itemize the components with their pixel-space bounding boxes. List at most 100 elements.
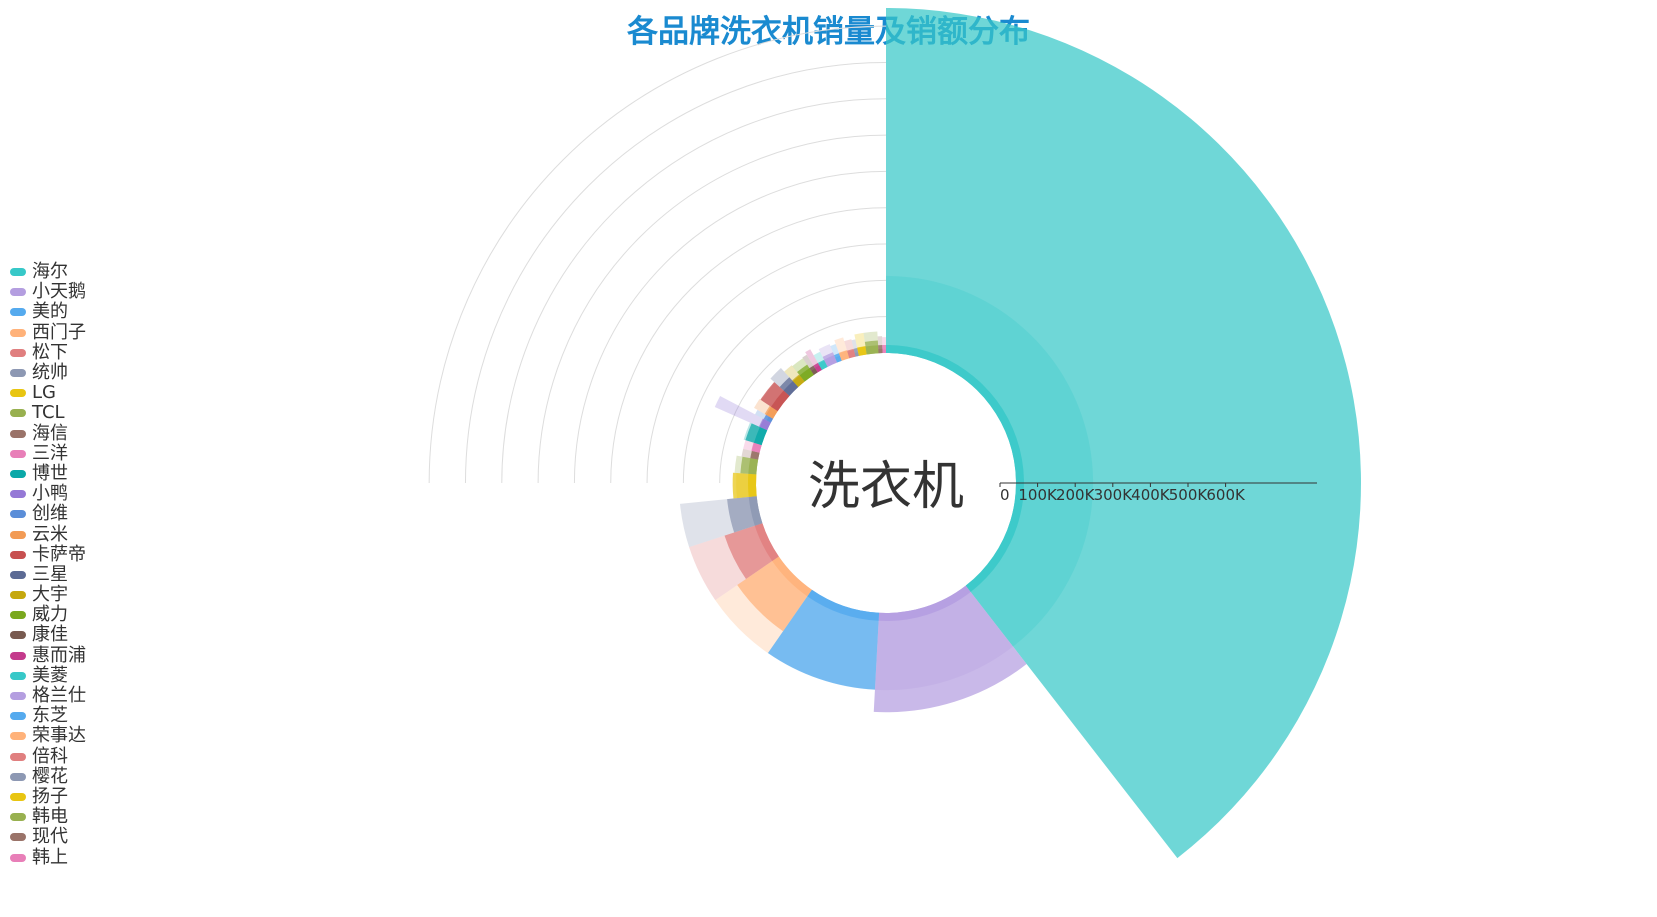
legend-item[interactable]: 松下 — [10, 341, 86, 363]
legend-item[interactable]: 格兰仕 — [10, 686, 86, 706]
legend-item[interactable]: TCL — [10, 403, 86, 423]
inner-rim-创维 — [763, 414, 774, 423]
legend-swatch — [10, 449, 26, 458]
legend-label: 三洋 — [32, 442, 68, 464]
legend-label: 韩电 — [32, 806, 68, 828]
inner-rim-小鸭 — [759, 418, 771, 431]
grid-ring — [573, 170, 887, 484]
legend-swatch — [10, 611, 26, 620]
inner-bars — [679, 275, 1094, 691]
legend-item[interactable]: 小鸭 — [10, 484, 86, 504]
grid-ring — [682, 279, 887, 484]
inner-bar-统帅[interactable] — [679, 496, 763, 548]
legend-swatch — [10, 732, 26, 741]
inner-rim-云米 — [766, 406, 778, 419]
radial-tick-label: 300K — [1094, 486, 1134, 504]
legend-item[interactable]: 韩上 — [10, 847, 86, 867]
legend-item[interactable]: 博世 — [10, 462, 86, 484]
legend-label: 现代 — [32, 826, 68, 848]
legend-label: 云米 — [32, 523, 68, 545]
inner-rim-卡萨帝 — [771, 390, 790, 412]
legend-item[interactable]: 三洋 — [10, 442, 86, 464]
inner-rim-康佳 — [809, 365, 818, 375]
legend-swatch — [10, 268, 26, 277]
inner-rim-统帅 — [748, 496, 763, 526]
legend-label: 荣事达 — [32, 725, 86, 747]
outer-bar-海尔[interactable] — [886, 8, 1361, 859]
radial-axis: 0 100K 200K 300K 400K 500K 600K — [999, 482, 1317, 504]
inner-bar-松下[interactable] — [689, 523, 779, 601]
legend-item[interactable]: 现代 — [10, 827, 86, 847]
legend-label: 海尔 — [32, 261, 68, 283]
inner-rim-LG — [748, 473, 757, 497]
legend-item[interactable]: 卡萨帝 — [10, 543, 86, 565]
grid-ring — [719, 316, 887, 484]
radial-tick-label: 400K — [1131, 486, 1171, 504]
legend-item[interactable]: 美菱 — [10, 665, 86, 686]
inner-bar-西门子[interactable] — [715, 556, 812, 654]
inner-rim-东芝 — [834, 353, 842, 363]
legend-label: 博世 — [32, 462, 68, 484]
inner-bar-海尔[interactable] — [886, 275, 1094, 647]
legend-swatch — [10, 469, 26, 478]
legend-item[interactable]: 海信 — [10, 422, 86, 444]
legend-swatch — [10, 510, 26, 519]
legend-swatch — [10, 631, 26, 640]
radial-tick-label: 500K — [1169, 486, 1209, 504]
legend-item[interactable]: 惠而浦 — [10, 645, 86, 666]
legend-swatch — [10, 308, 26, 317]
legend-label: 美的 — [32, 301, 68, 323]
inner-rim-三星 — [783, 381, 799, 396]
inner-rim-海信 — [750, 450, 760, 460]
legend-item[interactable]: LG — [10, 383, 86, 403]
inner-rim-荣事达 — [839, 350, 850, 361]
legend-item[interactable]: 荣事达 — [10, 726, 86, 746]
legend-label: 韩上 — [32, 846, 68, 868]
legend-label: 松下 — [32, 341, 68, 363]
legend-swatch — [10, 853, 26, 862]
grid-ring — [537, 134, 887, 484]
inner-rim-小天鹅 — [878, 585, 971, 621]
legend-item[interactable]: 美的 — [10, 302, 86, 322]
legend-item[interactable]: 创维 — [10, 504, 86, 524]
legend-item[interactable]: 樱花 — [10, 766, 86, 787]
legend-swatch — [10, 833, 26, 842]
legend-swatch — [10, 348, 26, 357]
legend-label: LG — [32, 382, 56, 404]
inner-rim-扬子 — [857, 346, 867, 356]
legend-label: 卡萨帝 — [32, 543, 86, 565]
inner-rim-西门子 — [772, 556, 812, 597]
inner-rim-松下 — [754, 523, 779, 562]
legend-item[interactable]: 大宇 — [10, 585, 86, 605]
grid-ring — [610, 207, 887, 484]
legend-item[interactable]: 威力 — [10, 605, 86, 625]
legend-item[interactable]: 西门子 — [10, 322, 86, 343]
legend-swatch — [10, 328, 26, 337]
legend-label: 大宇 — [32, 584, 68, 606]
legend-item[interactable]: 三星 — [10, 563, 86, 585]
inner-rim-美的 — [807, 589, 880, 621]
inner-bar-小鸭[interactable] — [714, 396, 771, 431]
legend-swatch — [10, 550, 26, 559]
legend-swatch — [10, 389, 26, 398]
legend-label: 海信 — [32, 422, 68, 444]
legend-item[interactable]: 海尔 — [10, 262, 86, 282]
legend-swatch — [10, 570, 26, 579]
legend-item[interactable]: 小天鹅 — [10, 282, 86, 302]
legend-swatch — [10, 712, 26, 721]
legend-label: 倍科 — [32, 745, 68, 767]
legend-swatch — [10, 752, 26, 761]
legend-label: 三星 — [32, 563, 68, 585]
legend-item[interactable]: 扬子 — [10, 786, 86, 807]
legend-item[interactable]: 统帅 — [10, 363, 86, 383]
legend-item[interactable]: 韩电 — [10, 807, 86, 827]
legend-item[interactable]: 康佳 — [10, 625, 86, 645]
legend-item[interactable]: 云米 — [10, 524, 86, 544]
inner-rim-倍科 — [847, 348, 856, 359]
inner-rim-博世 — [753, 426, 768, 446]
legend-item[interactable]: 倍科 — [10, 745, 86, 767]
inner-rim-惠而浦 — [813, 362, 822, 373]
legend-item[interactable]: 东芝 — [10, 706, 86, 726]
legend-label: 东芝 — [32, 705, 68, 727]
